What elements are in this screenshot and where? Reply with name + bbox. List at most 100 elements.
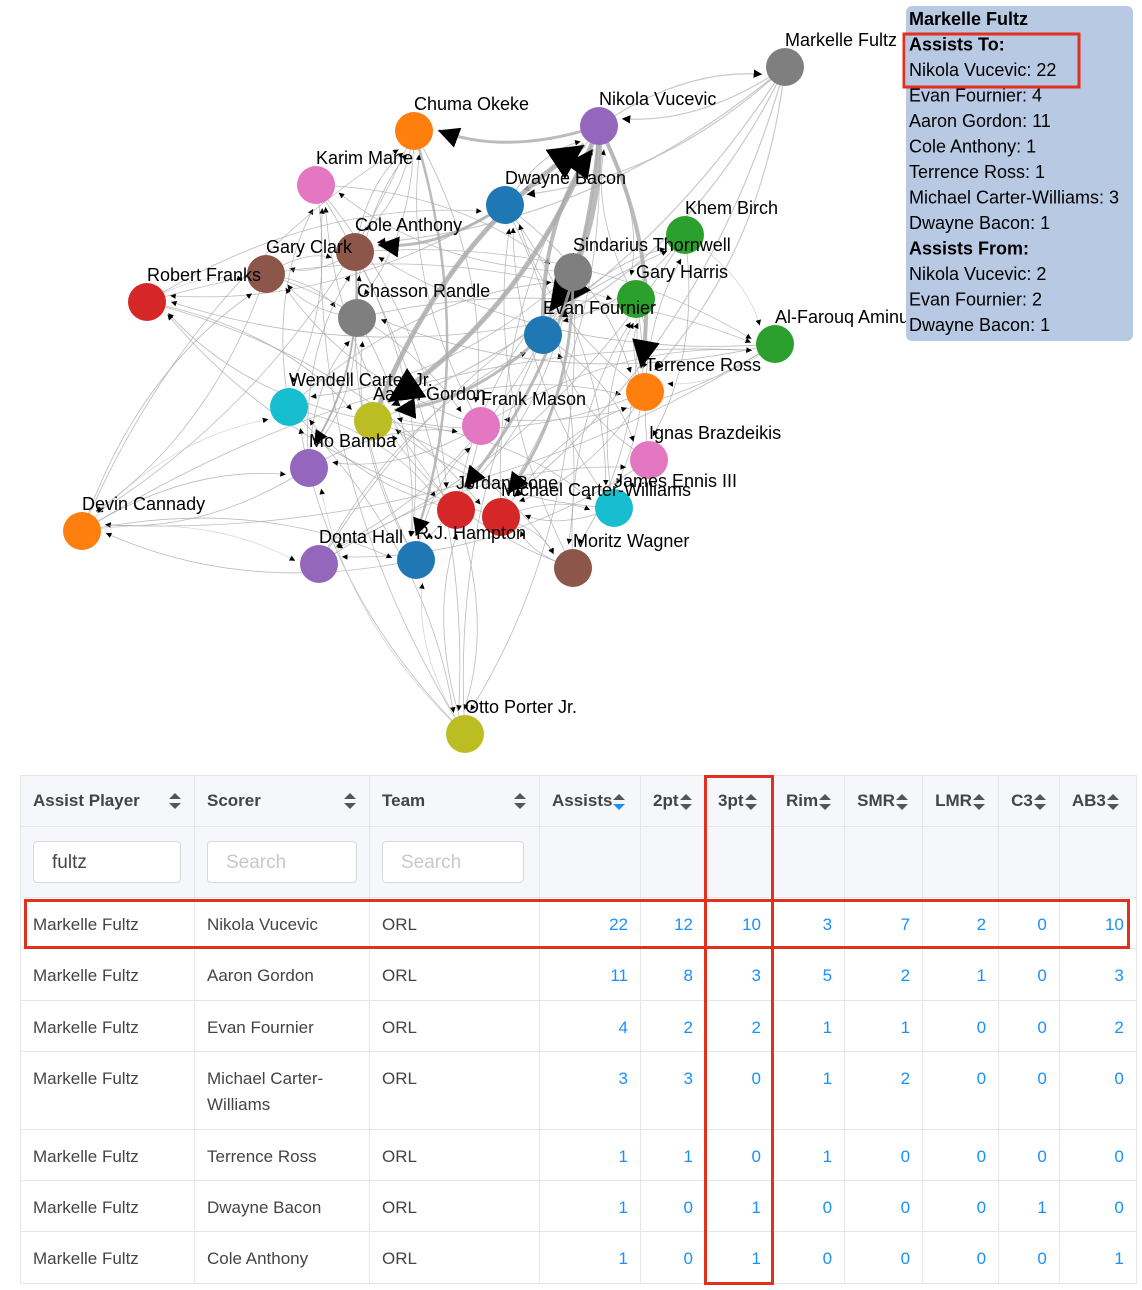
edge: [654, 66, 786, 371]
node[interactable]: [595, 489, 633, 527]
node-label: R.J. Hampton: [416, 523, 526, 543]
sort-icon[interactable]: [1106, 793, 1120, 811]
tooltip-heading: Assists From:: [909, 238, 1029, 258]
sort-icon[interactable]: [612, 793, 626, 811]
column-header[interactable]: Scorer: [194, 775, 370, 827]
edge: [81, 525, 296, 562]
column-header[interactable]: Rim: [772, 775, 846, 827]
edge: [413, 130, 480, 403]
node[interactable]: [446, 715, 484, 753]
search-input[interactable]: Search: [207, 841, 357, 883]
edge: [105, 532, 417, 574]
node[interactable]: [354, 402, 392, 440]
node[interactable]: [247, 255, 285, 293]
filter-cell: [922, 826, 1000, 898]
number-cell: 0: [922, 1231, 1000, 1284]
node[interactable]: [437, 491, 475, 529]
header-row: Assist Player Scorer Team Assists 2pt 3pt Rim S…: [20, 775, 1137, 827]
node[interactable]: [395, 112, 433, 150]
node[interactable]: [580, 107, 618, 145]
number-cell: 1: [539, 1180, 641, 1232]
sort-icon[interactable]: [895, 793, 909, 811]
edge: [319, 208, 466, 735]
edge: [503, 228, 574, 569]
number-cell: 1: [998, 1180, 1060, 1232]
column-title: Assist Player: [33, 791, 140, 810]
node-label: Al-Farouq Aminu: [775, 307, 909, 327]
edge: [394, 333, 545, 419]
node[interactable]: [524, 316, 562, 354]
node-label: Terrence Ross: [645, 355, 761, 375]
tooltip-line: Aaron Gordon: 11: [909, 111, 1051, 131]
number-cell: 8: [640, 948, 706, 1001]
node[interactable]: [554, 549, 592, 587]
node[interactable]: [270, 388, 308, 426]
edge: [506, 271, 575, 495]
column-header[interactable]: C3: [998, 775, 1060, 827]
node[interactable]: [617, 280, 655, 318]
sort-icon[interactable]: [168, 792, 182, 810]
text-cell: Markelle Fultz: [20, 1000, 195, 1052]
node[interactable]: [297, 166, 335, 204]
node[interactable]: [756, 325, 794, 363]
edge: [81, 517, 393, 559]
node[interactable]: [462, 407, 500, 445]
sort-icon[interactable]: [679, 793, 693, 811]
sort-icon[interactable]: [972, 793, 986, 811]
number-cell: 1: [772, 1000, 846, 1052]
node[interactable]: [486, 186, 524, 224]
column-title: Rim: [786, 791, 819, 810]
sort-icon[interactable]: [744, 793, 758, 811]
node-label: Mo Bamba: [309, 431, 397, 451]
column-header[interactable]: AB3: [1058, 775, 1137, 827]
sort-icon[interactable]: [818, 793, 832, 811]
node[interactable]: [290, 449, 328, 487]
number-cell: 7: [844, 897, 924, 949]
filter-cell: [1058, 826, 1137, 898]
edge: [335, 334, 544, 548]
sort-icon[interactable]: [1033, 793, 1047, 811]
number-cell: 1: [539, 1129, 641, 1181]
column-header[interactable]: 2pt: [640, 775, 706, 827]
edge: [571, 322, 631, 569]
nodes: Markelle Fultz Chuma Okeke Nikola Vucevic K…: [63, 30, 909, 753]
column-header[interactable]: LMR: [922, 775, 1000, 827]
edge: [621, 66, 786, 124]
search-input[interactable]: fultz: [33, 841, 181, 883]
node[interactable]: [482, 498, 520, 536]
text-cell: Michael Carter-Williams: [194, 1051, 370, 1130]
column-header[interactable]: SMR: [844, 775, 924, 827]
column-header[interactable]: Team: [369, 775, 540, 827]
number-cell: 5: [772, 948, 846, 1001]
edge: [443, 533, 466, 735]
column-header[interactable]: Assists: [539, 775, 641, 827]
node-label: Jordan Bone: [456, 473, 558, 493]
node[interactable]: [300, 545, 338, 583]
edge: [578, 298, 638, 545]
column-header[interactable]: Assist Player: [20, 775, 195, 827]
edge: [378, 256, 776, 347]
text-cell: ORL: [369, 897, 540, 949]
number-cell: 3: [640, 1051, 706, 1130]
node[interactable]: [336, 233, 374, 271]
sort-icon[interactable]: [513, 792, 527, 810]
number-cell: 1: [640, 1129, 706, 1181]
table-row: Markelle Fultz Cole Anthony ORL 1 0 1 0 0 0 0 1: [20, 1231, 1137, 1284]
sort-icon[interactable]: [343, 792, 357, 810]
tooltip-bg: [906, 6, 1133, 341]
tooltip-line: Cole Anthony: 1: [909, 136, 1036, 156]
node[interactable]: [128, 283, 166, 321]
assist-table: Assist Player Scorer Team Assists 2pt 3pt Rim S…: [20, 775, 1137, 1284]
node[interactable]: [766, 48, 804, 86]
column-title: Assists: [552, 791, 613, 810]
tooltip-line: Evan Fournier: 4: [909, 85, 1042, 105]
search-input[interactable]: Search: [382, 841, 524, 883]
node[interactable]: [666, 216, 704, 254]
node[interactable]: [397, 541, 435, 579]
node[interactable]: [626, 373, 664, 411]
node[interactable]: [338, 299, 376, 337]
edge: [146, 301, 481, 505]
node[interactable]: [554, 253, 592, 291]
node[interactable]: [63, 512, 101, 550]
node[interactable]: [630, 441, 668, 479]
